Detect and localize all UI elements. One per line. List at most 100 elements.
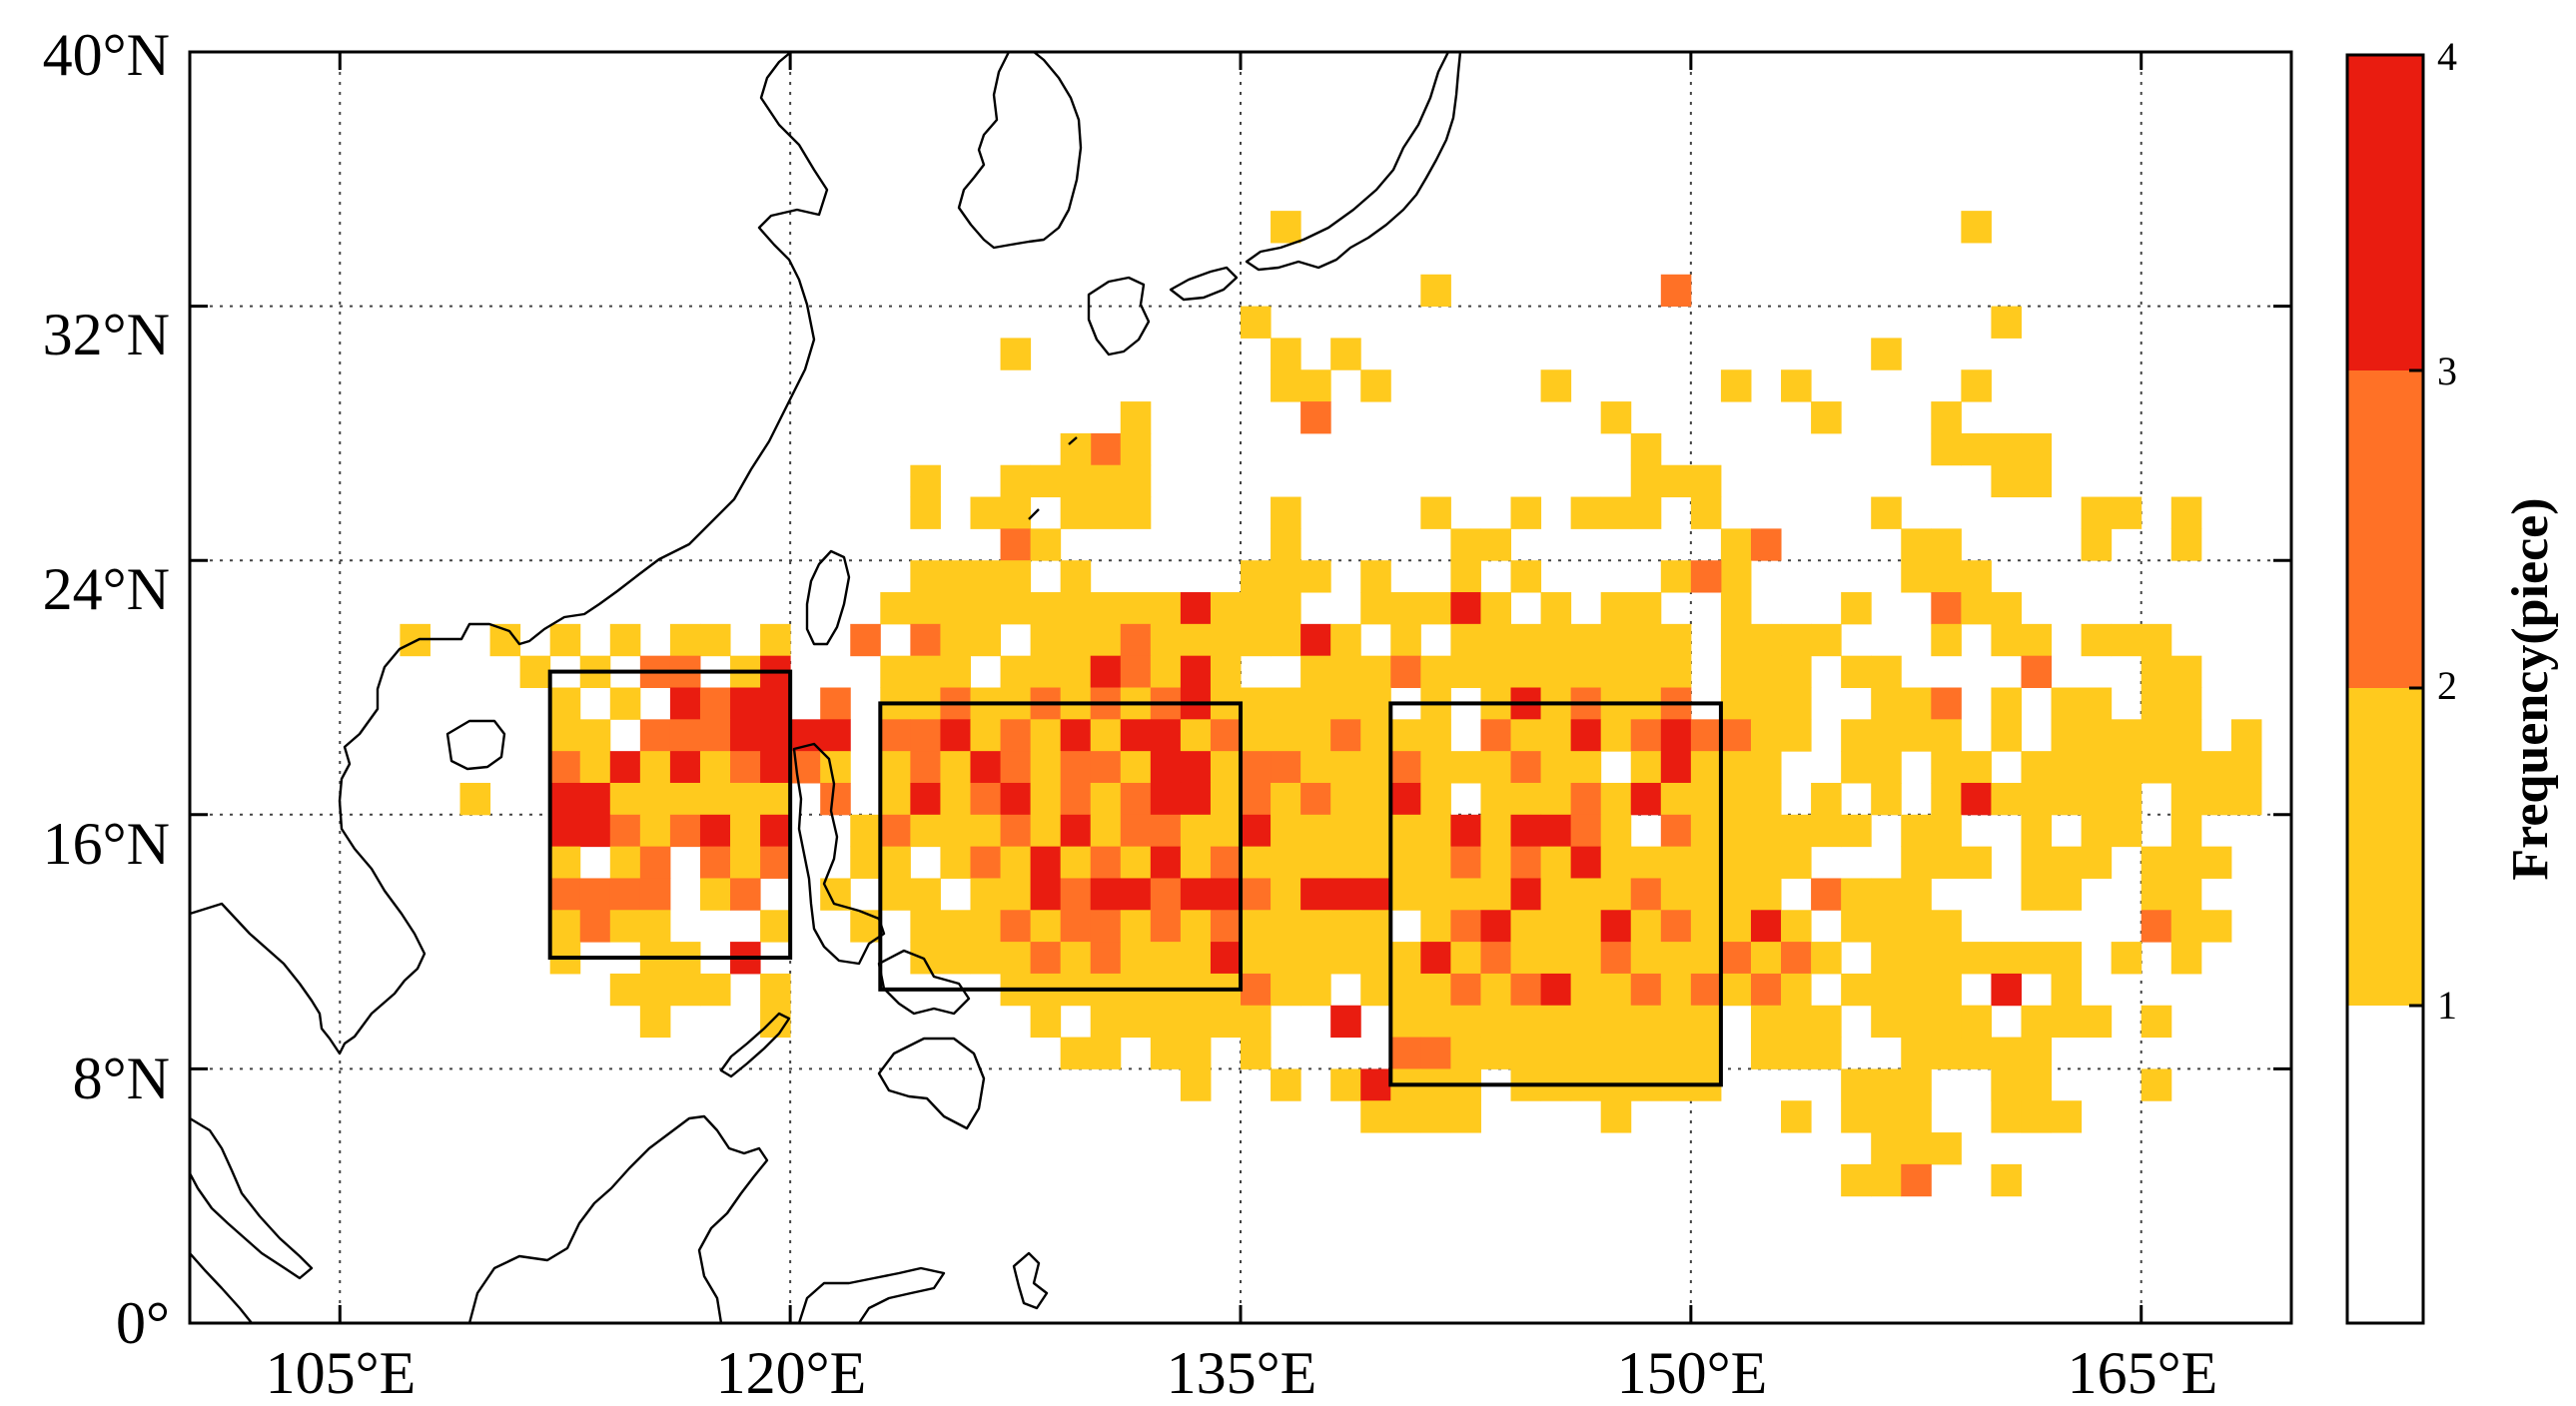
frequency-cell bbox=[880, 878, 911, 911]
frequency-cell bbox=[1841, 910, 1872, 943]
frequency-cell bbox=[1271, 910, 1301, 943]
frequency-cell bbox=[1090, 942, 1122, 975]
frequency-cell bbox=[1630, 623, 1662, 657]
frequency-cell bbox=[1841, 1100, 1872, 1133]
frequency-cell bbox=[1901, 878, 1932, 911]
frequency-cell bbox=[699, 814, 731, 848]
frequency-cell bbox=[1811, 623, 1842, 657]
frequency-cell bbox=[1241, 623, 1272, 657]
frequency-cell bbox=[669, 687, 701, 720]
frequency-cell bbox=[2051, 782, 2083, 816]
frequency-cell bbox=[1390, 942, 1421, 975]
frequency-cell bbox=[669, 814, 701, 848]
frequency-cell bbox=[1931, 592, 1962, 625]
frequency-cell bbox=[549, 751, 581, 784]
frequency-cell bbox=[1360, 942, 1391, 975]
frequency-cell bbox=[2021, 1068, 2053, 1101]
frequency-cell bbox=[1000, 719, 1032, 752]
frequency-cell bbox=[1450, 910, 1481, 943]
frequency-cell bbox=[1241, 814, 1272, 848]
frequency-cell bbox=[1060, 1037, 1092, 1069]
frequency-cell bbox=[940, 910, 971, 943]
frequency-cell bbox=[910, 592, 941, 625]
frequency-cell bbox=[1120, 655, 1152, 688]
frequency-cell bbox=[970, 719, 1002, 752]
frequency-cell bbox=[1090, 655, 1122, 688]
frequency-cell bbox=[1150, 878, 1182, 911]
frequency-cell bbox=[1510, 814, 1542, 848]
frequency-cell bbox=[880, 719, 911, 752]
frequency-cell bbox=[1330, 338, 1361, 370]
frequency-cell bbox=[1000, 782, 1032, 816]
frequency-cell bbox=[1360, 846, 1391, 879]
frequency-cell bbox=[609, 846, 641, 879]
frequency-cell bbox=[609, 623, 641, 657]
frequency-cell bbox=[760, 1005, 791, 1039]
frequency-cell bbox=[1991, 1100, 2022, 1133]
frequency-cell bbox=[1210, 719, 1242, 752]
frequency-cell bbox=[1330, 910, 1361, 943]
region-box bbox=[878, 701, 1243, 992]
frequency-cell bbox=[1090, 910, 1122, 943]
frequency-cell bbox=[1060, 560, 1092, 593]
frequency-cell bbox=[2021, 878, 2053, 911]
frequency-cell bbox=[2081, 814, 2113, 848]
frequency-cell bbox=[639, 751, 671, 784]
frequency-cell bbox=[1180, 655, 1212, 688]
frequency-cell bbox=[1720, 814, 1752, 848]
frequency-cell bbox=[970, 560, 1002, 593]
frequency-cell bbox=[1030, 814, 1062, 848]
frequency-cell bbox=[1271, 496, 1301, 529]
frequency-cell bbox=[579, 719, 611, 752]
frequency-cell bbox=[1690, 942, 1722, 975]
frequency-cell bbox=[669, 719, 701, 752]
frequency-cell bbox=[1690, 878, 1722, 911]
frequency-cell bbox=[2051, 751, 2083, 784]
frequency-cell bbox=[1060, 751, 1092, 784]
frequency-cell bbox=[1570, 1005, 1602, 1039]
frequency-cell bbox=[1000, 655, 1032, 688]
frequency-cell bbox=[1931, 432, 1962, 466]
frequency-cell bbox=[2111, 814, 2143, 848]
frequency-cell bbox=[1180, 878, 1212, 911]
frequency-cell bbox=[760, 623, 791, 657]
frequency-cell bbox=[1271, 1068, 1301, 1101]
frequency-cell bbox=[1300, 846, 1331, 879]
frequency-cell bbox=[850, 623, 881, 657]
frequency-cell bbox=[1030, 655, 1062, 688]
frequency-cell bbox=[1540, 782, 1572, 816]
frequency-cell bbox=[1901, 973, 1932, 1007]
frequency-cell bbox=[1931, 401, 1962, 434]
frequency-cell bbox=[2081, 623, 2113, 657]
frequency-cell bbox=[940, 655, 971, 688]
frequency-cell bbox=[1330, 655, 1361, 688]
frequency-cell bbox=[1510, 1005, 1542, 1039]
frequency-cell bbox=[1090, 814, 1122, 848]
frequency-cell bbox=[1450, 814, 1481, 848]
frequency-cell bbox=[1420, 878, 1451, 911]
colorbar-tick-label: 3 bbox=[2437, 349, 2457, 393]
coastline-ryukyu bbox=[1028, 436, 1078, 520]
frequency-cell bbox=[1210, 592, 1242, 625]
frequency-cell bbox=[2081, 687, 2113, 720]
frequency-cell bbox=[940, 846, 971, 879]
frequency-cell bbox=[1480, 1037, 1512, 1069]
frequency-cell bbox=[2111, 623, 2143, 657]
frequency-cell bbox=[1931, 910, 1962, 943]
colorbar-label: Frequency(piece) bbox=[2502, 497, 2559, 880]
frequency-cell bbox=[1540, 719, 1572, 752]
colorbar-level-0 bbox=[2347, 1006, 2423, 1323]
frequency-cell bbox=[579, 878, 611, 911]
frequency-cell bbox=[1600, 719, 1632, 752]
frequency-cell bbox=[1750, 942, 1782, 975]
frequency-cell bbox=[1180, 1037, 1212, 1069]
frequency-cell bbox=[1210, 782, 1242, 816]
frequency-cell bbox=[549, 910, 581, 943]
coastline-malay-peninsula bbox=[190, 1116, 314, 1280]
frequency-cell bbox=[699, 623, 731, 657]
frequency-cell bbox=[1510, 719, 1542, 752]
y-tick-label: 0° bbox=[116, 1290, 170, 1356]
frequency-cell bbox=[1300, 560, 1331, 593]
frequency-cell bbox=[1570, 942, 1602, 975]
